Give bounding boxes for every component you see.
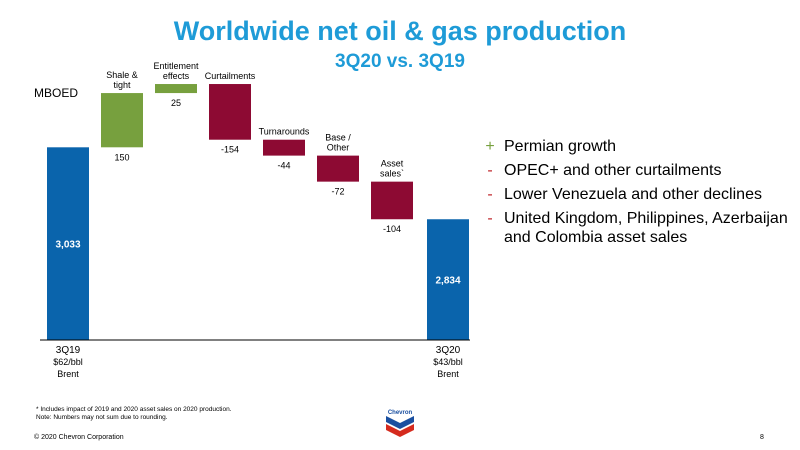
category-label: Curtailments [205,71,256,81]
data-label: -72 [331,187,344,197]
bullet-list: + Permian growth - OPEC+ and other curta… [482,137,792,252]
data-label: 25 [171,98,181,108]
bullet-item: + Permian growth [482,137,792,156]
bullet-mark: - [487,186,493,203]
logo-text: Chevron [388,410,413,416]
category-label: Entitlement [153,61,199,71]
bullet-text: United Kingdom, Philippines, Azerbaijan … [504,210,788,246]
chevron-logo: Chevron [386,410,414,437]
category-label: Turnarounds [259,127,310,137]
bullet-item: - United Kingdom, Philippines, Azerbaija… [482,209,792,247]
data-label: 150 [114,152,129,162]
data-label: -104 [383,224,401,234]
page-subtitle: 3Q20 vs. 3Q19 [335,51,465,72]
bullet-text: Lower Venezuela and other declines [504,186,762,203]
bar-total [427,219,469,340]
waterfall-chart: 3,033 150 Shale &tight 25 Entitlementeffects… [40,61,470,379]
bar-delta [101,93,143,148]
bullet-text: OPEC+ and other curtailments [504,162,722,179]
category-label: Other [327,143,350,153]
axis-label: 3Q20 [436,345,461,356]
bullet-mark: - [487,162,493,179]
category-label: Asset [381,159,404,169]
category-label: Base / [325,133,351,143]
copyright: © 2020 Chevron Corporation [34,434,124,441]
bullet-item: - Lower Venezuela and other declines [482,185,792,204]
axis-label: Brent [437,369,459,379]
axis-label: $43/bbl [433,357,463,367]
data-label: -44 [277,161,290,171]
bar-delta [317,155,359,182]
data-label: 2,834 [435,276,460,287]
axis-label: $62/bbl [53,357,83,367]
axis-label: Brent [57,369,79,379]
page-title: Worldwide net oil & gas production [173,16,627,46]
bullet-mark: - [487,210,493,227]
bar-delta [263,139,305,156]
bar-total [47,147,89,340]
footnote: * Includes impact of 2019 and 2020 asset… [36,406,232,413]
bullet-mark: + [485,138,495,155]
rounding-note: Note: Numbers may not sum due to roundin… [36,414,168,421]
category-label: tight [113,80,131,90]
bar-delta [155,84,197,94]
axis-label: 3Q19 [56,345,81,356]
bar-delta [371,181,413,220]
category-label: Shale & [106,70,138,80]
category-label: sales` [380,169,404,179]
data-label: 3,033 [55,240,80,251]
data-label: -154 [221,145,239,155]
page-number: 8 [760,434,764,441]
bullet-text: Permian growth [504,138,617,155]
units-label: MBOED [34,86,79,100]
bullet-item: - OPEC+ and other curtailments [482,161,792,180]
bar-delta [209,84,251,140]
category-label: effects [163,71,190,81]
